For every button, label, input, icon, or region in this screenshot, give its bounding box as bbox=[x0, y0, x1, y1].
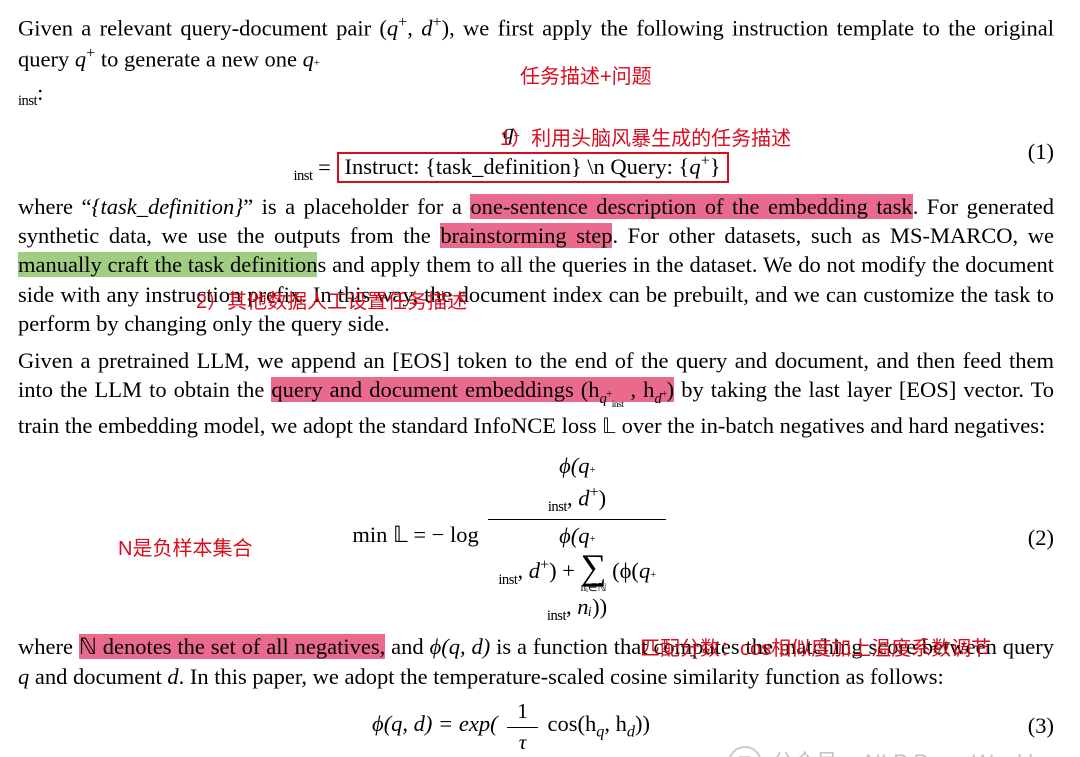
eq2-numerator: ϕ(q+inst, d+) bbox=[488, 450, 665, 519]
eq1-box-text: Instruct: {task_definition} \n Query: { bbox=[345, 154, 690, 179]
para-3: Given a pretrained LLM, we append an [EO… bbox=[18, 346, 1054, 442]
eq1-qp-plus: + bbox=[701, 152, 710, 170]
p4-t2: and bbox=[385, 634, 429, 659]
annotation-3: 2）其他数据人工设置任务描述 bbox=[196, 289, 467, 315]
eq3-frac-top: 1 bbox=[507, 697, 538, 728]
eq2-den-close1: ) + bbox=[549, 559, 580, 584]
para-2: where “{task_definition}” is a placehold… bbox=[18, 192, 1054, 338]
p3-hl1: query and document embeddings (hq+inst ,… bbox=[271, 377, 674, 402]
eq1-eq: = bbox=[318, 154, 336, 179]
p4-q: q bbox=[18, 664, 29, 689]
eq2-den-phi1: ϕ( bbox=[559, 523, 578, 548]
eq1-number: (1) bbox=[1004, 137, 1054, 166]
eq2-frac: ϕ(q+inst, d+) ϕ(q+inst, d+) + ∑ nᵢ∈ℕ (ϕ(… bbox=[488, 450, 665, 624]
p3-hl1a: query and document embeddings (h bbox=[271, 377, 599, 402]
annotation-1: 任务描述+问题 bbox=[520, 64, 652, 90]
para-1: Given a relevant query-document pair (q+… bbox=[18, 12, 1054, 111]
plus-s: + bbox=[314, 58, 319, 69]
annotation-4: N是负样本集合 bbox=[118, 536, 252, 562]
sep: , bbox=[407, 16, 421, 41]
p2-t1: where “ bbox=[18, 194, 91, 219]
math-q2: q bbox=[75, 46, 86, 71]
eq3-cos-open: cos(h bbox=[548, 711, 597, 736]
p4-hl1: ℕ denotes the set of all negatives, bbox=[79, 634, 385, 659]
p2-task: {task_definition} bbox=[91, 194, 243, 219]
eq2-den-close2: )) bbox=[592, 594, 607, 619]
eq1-qp: q bbox=[689, 154, 700, 179]
eq2-den-sep2: , bbox=[566, 594, 577, 619]
annotation-5: 匹配分数：cos相似度加上温度系数调节 bbox=[640, 636, 991, 662]
eq3-frac-bot: τ bbox=[519, 730, 527, 754]
eq3-cos-mid: , h bbox=[604, 711, 627, 736]
math-plus3: + bbox=[86, 44, 95, 62]
p4-t4: and document bbox=[29, 664, 167, 689]
p2-hl2: brainstorming step bbox=[440, 223, 612, 248]
annotation-2: 1）利用头脑风暴生成的任务描述 bbox=[500, 126, 791, 152]
p1-t3: to generate a new one bbox=[95, 46, 302, 71]
eq2-sum: ∑ nᵢ∈ℕ bbox=[581, 552, 607, 594]
math-plus: + bbox=[398, 13, 407, 31]
math-plus2: + bbox=[432, 13, 441, 31]
eq2-den-phi2: (ϕ( bbox=[612, 559, 639, 584]
p3-hl1b: , h bbox=[623, 377, 654, 402]
eq3-cos-close: )) bbox=[635, 711, 650, 736]
p3-t3: over the in-batch negatives and hard neg… bbox=[616, 413, 1045, 438]
paper-excerpt: Given a relevant query-document pair (q+… bbox=[0, 0, 1080, 757]
p1-t4: : bbox=[37, 80, 43, 105]
eq1-inst: inst bbox=[293, 168, 312, 184]
eq2-num-phi: ϕ( bbox=[559, 453, 578, 478]
eq2-lhs: min 𝕃 = − log bbox=[352, 522, 478, 547]
equation-3: ϕ(q, d) = exp( 1 τ cos(hq, hd)) (3) bbox=[18, 697, 1054, 755]
eq1-box-close: } bbox=[710, 154, 721, 179]
eq2-num-close: ) bbox=[599, 486, 607, 511]
eq2-sum-lim: nᵢ∈ℕ bbox=[581, 583, 607, 594]
inst-s: inst bbox=[18, 93, 37, 109]
eq3-frac: 1 τ bbox=[507, 697, 538, 755]
math-d: d bbox=[421, 16, 432, 41]
eq3-lhs: ϕ(q, d) = exp( bbox=[372, 711, 498, 736]
p3-L: 𝕃 bbox=[602, 416, 616, 438]
eq2-ni: nᵢ bbox=[577, 594, 592, 619]
math-q: q bbox=[387, 16, 398, 41]
eq3-body: ϕ(q, d) = exp( 1 τ cos(hq, hd)) bbox=[18, 697, 1004, 755]
eq2-denominator: ϕ(q+inst, d+) + ∑ nᵢ∈ℕ (ϕ(q+inst, nᵢ)) bbox=[488, 520, 665, 625]
p1-t1: Given a relevant query-document pair ( bbox=[18, 16, 387, 41]
p4-phi: ϕ(q, d) bbox=[430, 634, 491, 659]
p2-t5: . For other datasets, such as MS-MARCO, … bbox=[612, 223, 1054, 248]
eq3-d: d bbox=[627, 722, 635, 740]
p2-hl3: manually craft the task definition bbox=[18, 252, 317, 277]
eq2-num-sep: , bbox=[567, 486, 578, 511]
p2-hl1: one-sentence description of the embeddin… bbox=[470, 194, 912, 219]
math-q3: q bbox=[303, 46, 314, 71]
eq2-den-sep1: , bbox=[517, 559, 528, 584]
eq2-number: (2) bbox=[1004, 523, 1054, 552]
p4-t5: . In this paper, we adopt the temperatur… bbox=[179, 664, 944, 689]
p4-d: d bbox=[167, 664, 178, 689]
p2-t3: ” is a placeholder for a bbox=[243, 194, 470, 219]
p4-t1: where bbox=[18, 634, 79, 659]
eq3-number: (3) bbox=[1004, 711, 1054, 740]
eq1-box: Instruct: {task_definition} \n Query: {q… bbox=[337, 152, 729, 183]
